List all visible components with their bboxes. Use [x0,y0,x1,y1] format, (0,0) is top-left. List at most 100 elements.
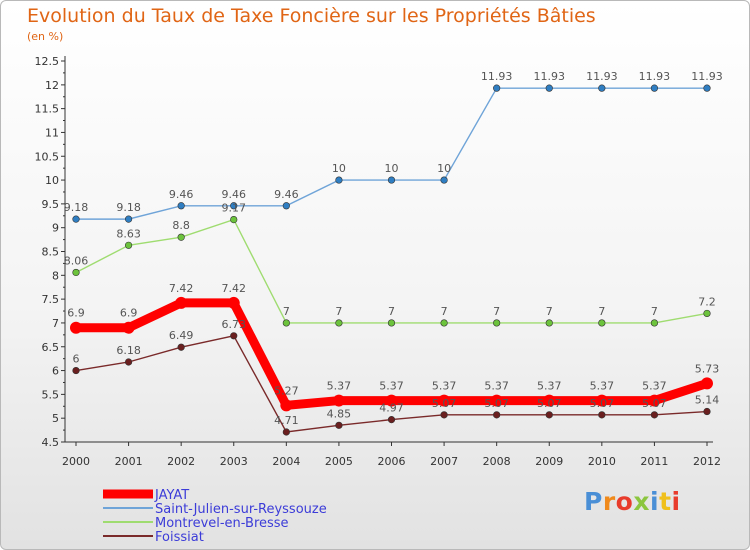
proxiti-logo: Proxiti [584,487,681,516]
data-point [545,411,553,419]
data-point [72,268,80,277]
x-tick-label: 2008 [483,455,511,468]
data-point [230,332,238,340]
data-point [177,343,185,351]
data-label: 6 [73,353,80,366]
data-labels: 9.18 9.18 9.46 9.46 9.46 10 10 10 11.93 11.93 11.9… [64,70,723,214]
data-label: 7 [493,305,500,318]
data-label: 11.93 [586,70,618,83]
data-label: 5.37 [590,380,615,393]
series-saint-julien-sur-reyssouze [72,84,711,223]
y-tick-label: 9.5 [42,198,60,211]
x-tick-label: 2009 [535,455,563,468]
data-point [124,358,133,366]
data-label: 6.73 [222,318,247,331]
data-label: 5.14 [695,394,720,407]
y-tick-label: 10.5 [35,150,60,163]
x-tick-label: 2011 [640,455,668,468]
axes: 4.5 5 5.5 6 6.5 7 7.5 8 8.5 9 9.5 10 10.5 11 11.5 12 12.… [35,55,722,468]
data-point [122,321,135,334]
data-label: 11.93 [691,70,723,83]
data-label: 5.37 [484,380,509,393]
data-point [282,202,290,210]
data-point [545,319,553,327]
data-label: 7 [598,305,605,318]
y-tick-label: 8.5 [42,246,60,259]
data-label: 5.27 [274,384,299,397]
data-label: 9.46 [222,188,247,201]
data-point [72,366,80,375]
logo-letter: i [671,487,681,516]
data-point [177,202,185,210]
data-point [280,399,293,412]
data-point [703,407,711,416]
data-point [387,319,396,327]
legend-item: Foissiat [103,530,204,545]
data-point [177,233,185,241]
data-label: 5.37 [432,380,457,393]
data-label: 4.85 [327,407,352,420]
x-tick-label: 2005 [325,455,353,468]
data-label: 7 [441,305,448,318]
data-point [387,176,396,184]
data-label: 4.97 [379,402,404,415]
data-labels: 6 6.18 6.49 6.73 4.71 4.85 4.97 5.07 5.07 5.07 5.0… [73,318,720,427]
data-label: 4.71 [274,414,299,427]
data-label: 7 [546,305,553,318]
data-label: 5.07 [590,397,615,410]
data-point [124,215,133,223]
data-point [227,296,240,309]
y-tick-label: 6.5 [42,341,60,354]
legend-label: JAYAT [154,488,189,503]
x-tick-label: 2003 [220,455,248,468]
x-tick-label: 2012 [693,455,721,468]
data-label: 5.73 [695,362,720,375]
data-label: 9.46 [274,188,299,201]
data-point [230,202,238,210]
data-label: 6.9 [120,307,138,320]
data-label: 9.18 [64,201,89,214]
data-label: 5.37 [327,380,352,393]
data-point [438,394,451,407]
legend-item: JAYAT [103,488,189,503]
data-point [230,215,238,224]
y-tick-label: 11.5 [35,103,60,116]
legend: JAYATSaint-Julien-sur-ReyssouzeMontrevel… [103,488,327,545]
data-point [493,84,501,92]
data-point [595,394,608,407]
y-tick-label: 6 [52,365,59,378]
x-tick-label: 2001 [115,455,143,468]
unit-label: (en %) [27,30,64,43]
data-label: 9.46 [169,188,194,201]
data-labels: 6.9 6.9 7.42 7.42 5.27 5.37 5.37 5.37 5.37 5.37 5.… [67,282,719,397]
data-label: 7 [335,305,342,318]
data-label: 5.07 [642,397,667,410]
data-point [282,428,290,436]
y-tick-label: 7 [52,317,59,330]
logo-letter: i [650,487,660,516]
data-label: 8.06 [64,254,89,267]
y-tick-label: 10 [45,174,59,187]
data-label: 5.07 [432,397,457,410]
legend-item: Montrevel-en-Bresse [103,516,289,531]
y-tick-label: 7.5 [42,293,60,306]
data-label: 11.93 [639,70,671,83]
data-label: 7.42 [222,282,247,295]
data-point [440,319,448,327]
y-tick-label: 9 [52,222,59,235]
legend-label: Foissiat [155,530,204,545]
data-label: 9.18 [116,201,141,214]
data-point [598,84,606,92]
x-tick-label: 2000 [62,455,90,468]
x-tick-label: 2006 [378,455,406,468]
legend-label: Montrevel-en-Bresse [155,516,289,531]
data-label: 7.2 [698,295,716,308]
data-label: 7 [651,305,658,318]
data-label: 6.9 [67,307,85,320]
data-label: 5.37 [642,380,667,393]
data-label: 5.37 [537,380,562,393]
data-label: 8.63 [116,227,141,240]
data-point [545,84,553,92]
